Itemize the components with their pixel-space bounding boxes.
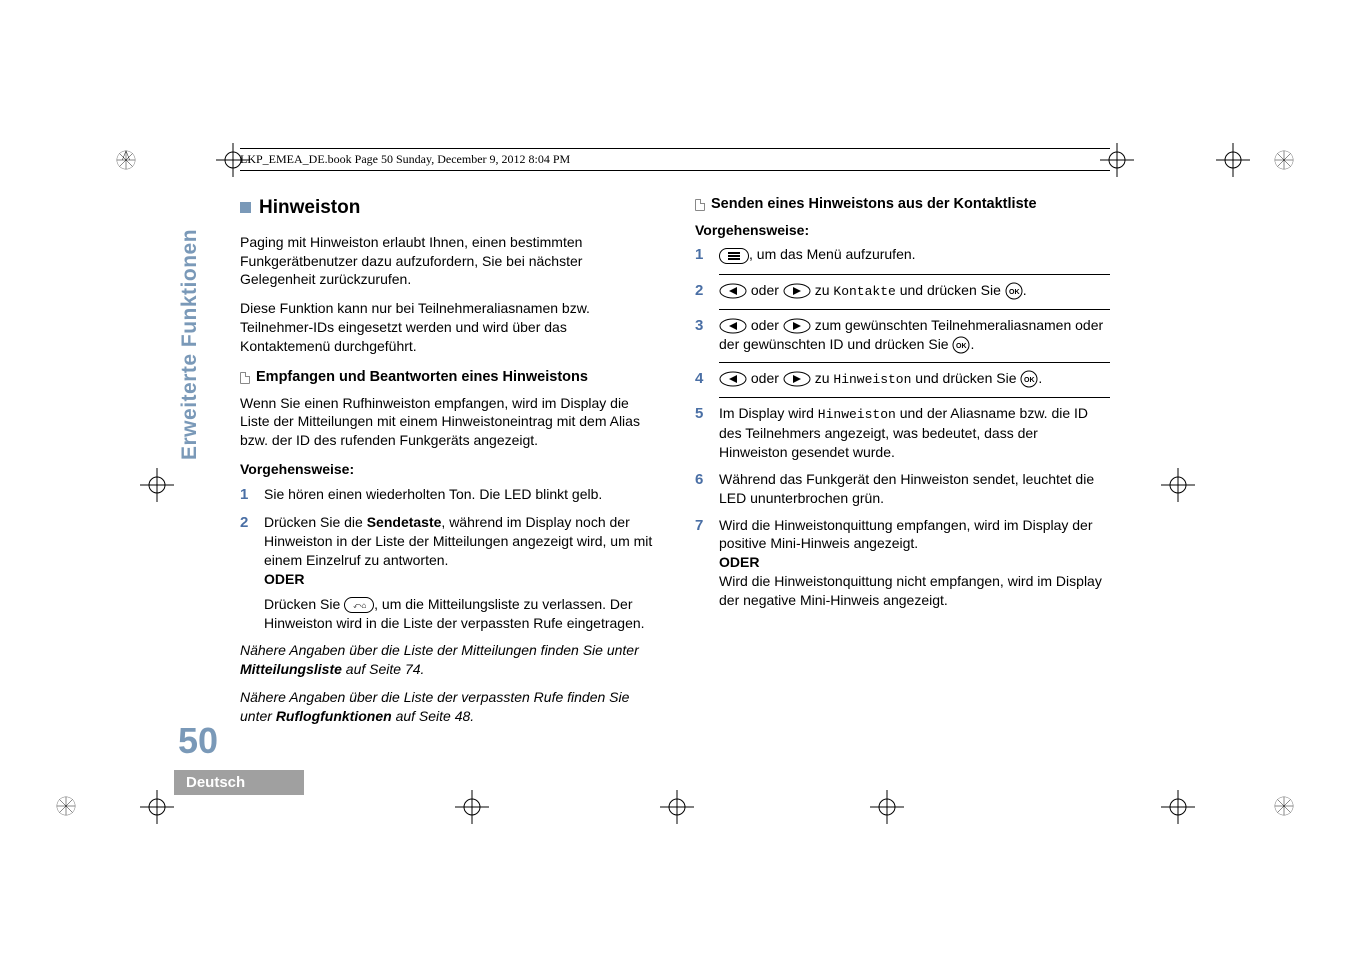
subsection-title-text: Empfangen und Beantworten eines Hinweist…	[256, 368, 588, 388]
step-row: 7 Wird die Hinweistonquittung empfangen,…	[695, 516, 1110, 610]
left-key-icon	[719, 371, 747, 387]
right-column: Senden eines Hinweistons aus der Kontakt…	[695, 195, 1110, 736]
step-body: Wird die Hinweistonquittung empfangen, w…	[719, 516, 1110, 610]
section-marker-icon	[240, 202, 251, 213]
step-number: 7	[695, 516, 709, 610]
svg-text:⤺⌂: ⤺⌂	[353, 601, 367, 610]
step-number: 4	[695, 369, 709, 389]
step-row: 2 Drücken Sie die Sendetaste, während im…	[240, 513, 655, 632]
step-row: 1 Sie hören einen wiederholten Ton. Die …	[240, 485, 655, 505]
language-badge: Deutsch	[174, 770, 304, 795]
paragraph: Paging mit Hinweiston erlaubt Ihnen, ein…	[240, 233, 655, 290]
oder-label: ODER	[719, 553, 1110, 572]
oder-label: ODER	[264, 570, 655, 589]
step-row: 1 , um das Menü aufzurufen.	[695, 245, 1110, 265]
step-number: 1	[240, 485, 254, 505]
registration-crosshair-icon	[140, 468, 174, 502]
step-number: 6	[695, 470, 709, 508]
left-key-icon	[719, 318, 747, 334]
back-key-icon: ⤺⌂	[344, 597, 374, 613]
step-row: 4 oder zu Hinweiston und drücken Sie OK.	[695, 369, 1110, 389]
note: Nähere Angaben über die Liste der Mittei…	[240, 641, 655, 679]
registration-starburst-icon	[55, 795, 77, 817]
registration-crosshair-icon	[140, 790, 174, 824]
section-title: Hinweiston	[240, 195, 655, 221]
step-number: 3	[695, 316, 709, 354]
step-number: 5	[695, 404, 709, 461]
registration-crosshair-icon	[870, 790, 904, 824]
svg-text:OK: OK	[1009, 289, 1020, 296]
step-body: oder zu Hinweiston und drücken Sie OK.	[719, 369, 1110, 389]
right-key-icon	[783, 318, 811, 334]
subsection-title: Senden eines Hinweistons aus der Kontakt…	[695, 195, 1110, 215]
step-body: Drücken Sie die Sendetaste, während im D…	[264, 513, 655, 632]
section-title-text: Hinweiston	[259, 195, 360, 221]
subsection-title: Empfangen und Beantworten eines Hinweist…	[240, 368, 655, 388]
registration-crosshair-icon	[455, 790, 489, 824]
menu-key-icon	[719, 248, 749, 264]
step-body: Während das Funkgerät den Hinweiston sen…	[719, 470, 1110, 508]
page-number: 50	[178, 720, 218, 762]
registration-starburst-icon	[1273, 795, 1295, 817]
side-label: Erweiterte Funktionen	[178, 180, 202, 460]
left-column: Hinweiston Paging mit Hinweiston erlaubt…	[240, 195, 655, 736]
page-header: LKP_EMEA_DE.book Page 50 Sunday, Decembe…	[240, 148, 1110, 171]
step-body: Sie hören einen wiederholten Ton. Die LE…	[264, 485, 655, 505]
registration-crosshair-icon	[660, 790, 694, 824]
ok-key-icon: OK	[1005, 282, 1023, 300]
registration-crosshair-icon	[1216, 143, 1250, 177]
subsection-title-text: Senden eines Hinweistons aus der Kontakt…	[711, 195, 1037, 215]
ok-key-icon: OK	[1020, 370, 1038, 388]
procedure-label: Vorgehensweise:	[695, 221, 1110, 240]
ok-key-icon: OK	[952, 336, 970, 354]
svg-text:OK: OK	[956, 343, 967, 350]
document-icon	[695, 199, 705, 211]
step-number: 2	[695, 281, 709, 301]
step-body: oder zum gewünschten Teilnehmeraliasname…	[719, 316, 1110, 354]
step-number: 2	[240, 513, 254, 632]
step-number: 1	[695, 245, 709, 265]
step-row: 5 Im Display wird Hinweiston und der Ali…	[695, 404, 1110, 461]
step-body: oder zu Kontakte und drücken Sie OK.	[719, 281, 1110, 301]
document-icon	[240, 372, 250, 384]
procedure-label: Vorgehensweise:	[240, 460, 655, 479]
right-key-icon	[783, 371, 811, 387]
paragraph: Diese Funktion kann nur bei Teilnehmeral…	[240, 299, 655, 356]
note: Nähere Angaben über die Liste der verpas…	[240, 688, 655, 726]
step-row: 2 oder zu Kontakte und drücken Sie OK.	[695, 281, 1110, 301]
paragraph: Wenn Sie einen Rufhinweiston empfangen, …	[240, 394, 655, 451]
step-body: , um das Menü aufzurufen.	[719, 245, 1110, 265]
left-key-icon	[719, 283, 747, 299]
step-row: 3 oder zum gewünschten Teilnehmeraliasna…	[695, 316, 1110, 354]
right-key-icon	[783, 283, 811, 299]
svg-text:OK: OK	[1024, 377, 1035, 384]
registration-starburst-icon	[115, 149, 137, 171]
registration-starburst-icon	[1273, 149, 1295, 171]
registration-crosshair-icon	[1161, 790, 1195, 824]
step-body: Im Display wird Hinweiston und der Alias…	[719, 404, 1110, 461]
step-row: 6 Während das Funkgerät den Hinweiston s…	[695, 470, 1110, 508]
registration-crosshair-icon	[1161, 468, 1195, 502]
